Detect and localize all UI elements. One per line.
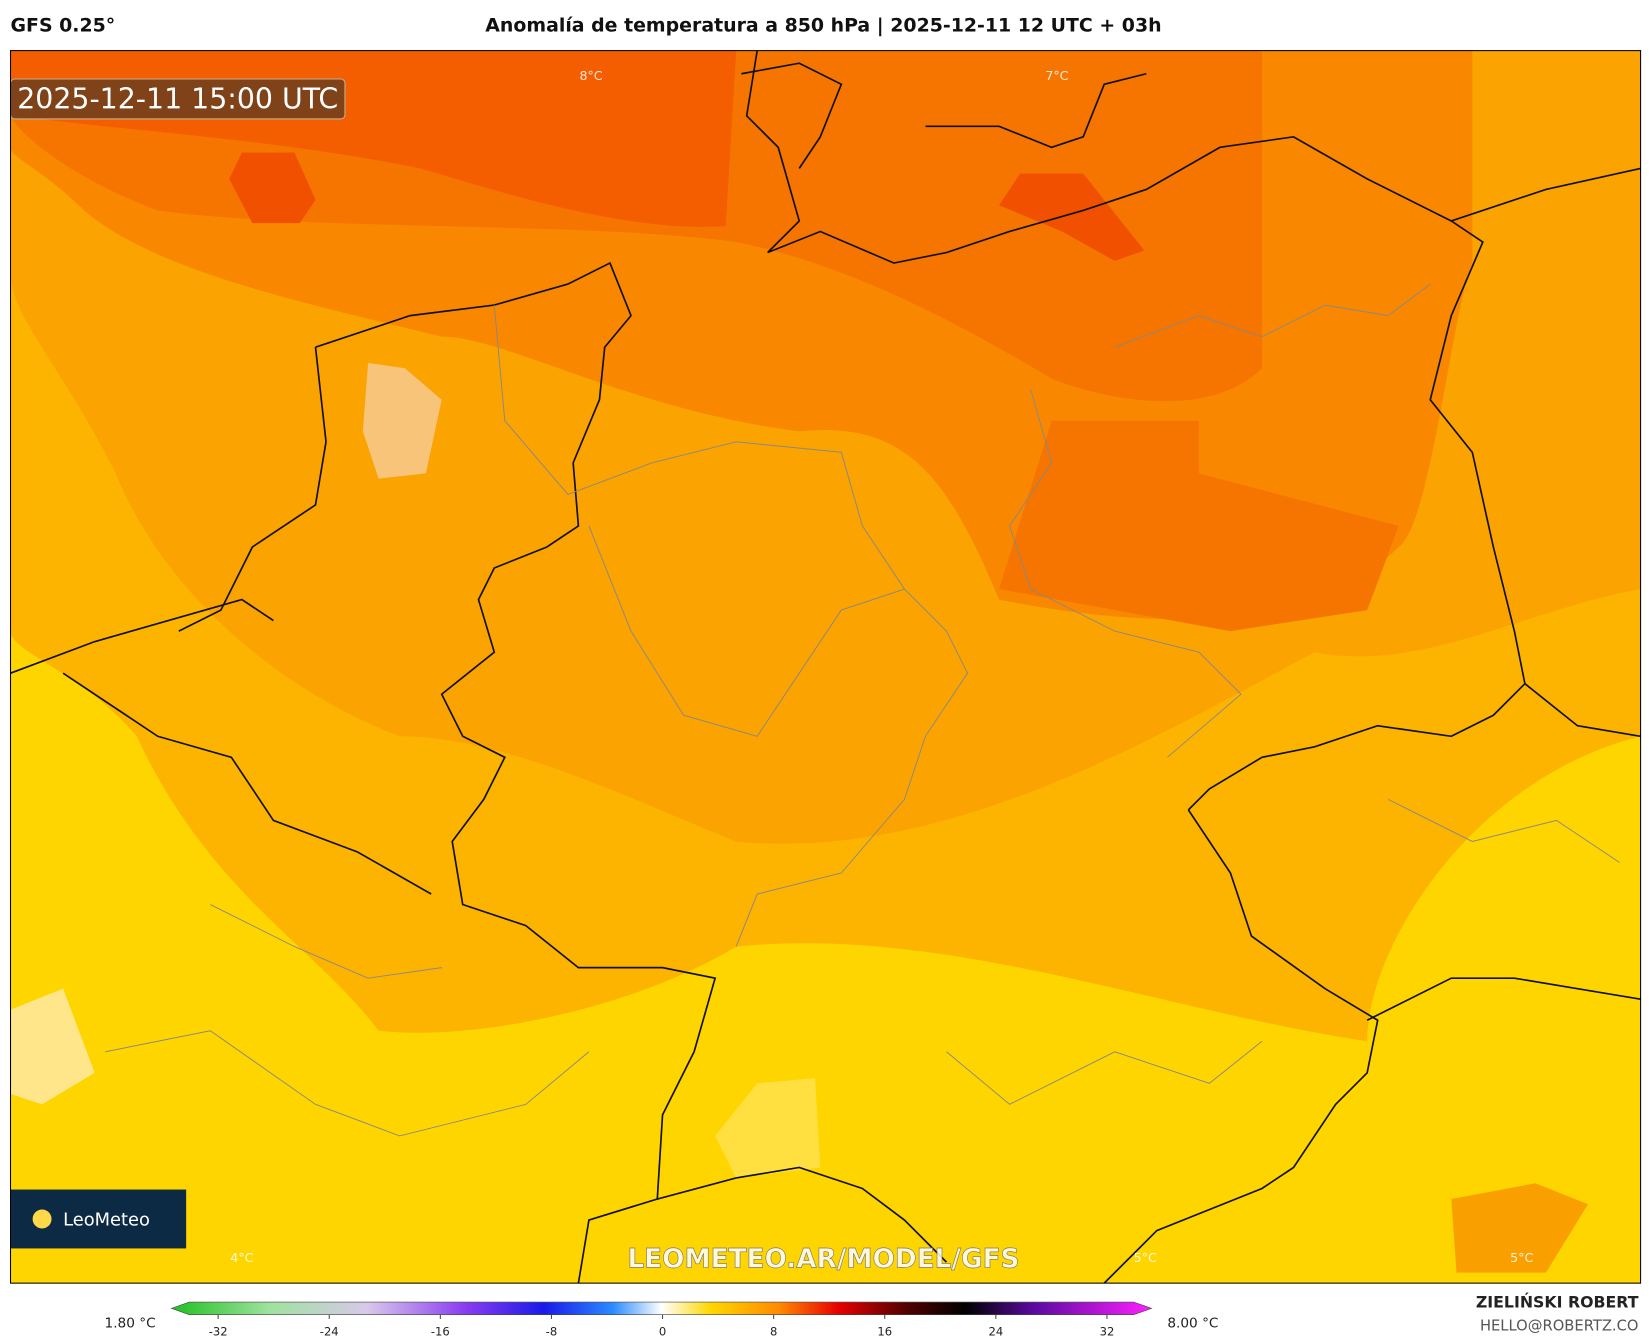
- colorbar-tick-label: 16: [877, 1325, 892, 1339]
- author: ZIELIŃSKI ROBERT: [1476, 1292, 1639, 1311]
- contour-label: 7°C: [1045, 68, 1068, 83]
- colorbar-tick-label: 32: [1100, 1325, 1115, 1339]
- timestamp: 2025-12-11 15:00 UTC: [17, 82, 338, 115]
- logo-sun: [32, 1209, 52, 1229]
- colorbar: -32 -24 -16 -8 0 8 16 24 32: [170, 1301, 1153, 1339]
- borders: [10, 50, 1641, 1284]
- max-value: 8.00 °C: [1167, 1315, 1218, 1331]
- contour-label: 5°C: [1134, 1250, 1157, 1265]
- map: 8°C 7°C 4°C 5°C 5°C 2025-12-11 15:00 UTC…: [10, 50, 1641, 1284]
- colorbar-tick-label: 8: [770, 1325, 777, 1339]
- contour-label: 5°C: [1510, 1250, 1533, 1265]
- colorbar-tick-label: 0: [659, 1325, 666, 1339]
- logo: LeoMeteo: [63, 1209, 150, 1230]
- timestamp-box: [10, 78, 346, 120]
- colorbar-tick-label: -24: [320, 1325, 339, 1339]
- field: [229, 152, 316, 224]
- field: [999, 173, 1145, 261]
- colorbar-scale: [170, 1301, 1153, 1316]
- colorbar-tick-label: -32: [209, 1325, 228, 1339]
- field: [999, 420, 1399, 632]
- email: HELLO@ROBERTZ.CO: [1480, 1317, 1639, 1334]
- field: [715, 1078, 821, 1178]
- watermark: LEOMETEO.AR/MODEL/GFS: [627, 1244, 1019, 1274]
- colorbar-tick-label: -8: [546, 1325, 558, 1339]
- colorbar-tick-label: -16: [431, 1325, 450, 1339]
- colorbar-tick-label: 24: [989, 1325, 1004, 1339]
- field: [1451, 1183, 1589, 1273]
- contour-label: 8°C: [579, 68, 602, 83]
- map-title: Anomalía de temperatura a 850 hPa | 2025…: [485, 15, 1161, 37]
- min-value: 1.80 °C: [105, 1315, 156, 1331]
- field: [362, 362, 442, 479]
- field: [10, 988, 95, 1105]
- contour-label: 4°C: [230, 1250, 253, 1265]
- model-label: GFS 0.25°: [11, 15, 116, 37]
- regions: [105, 283, 1620, 1137]
- map-frame: [9, 50, 1642, 1284]
